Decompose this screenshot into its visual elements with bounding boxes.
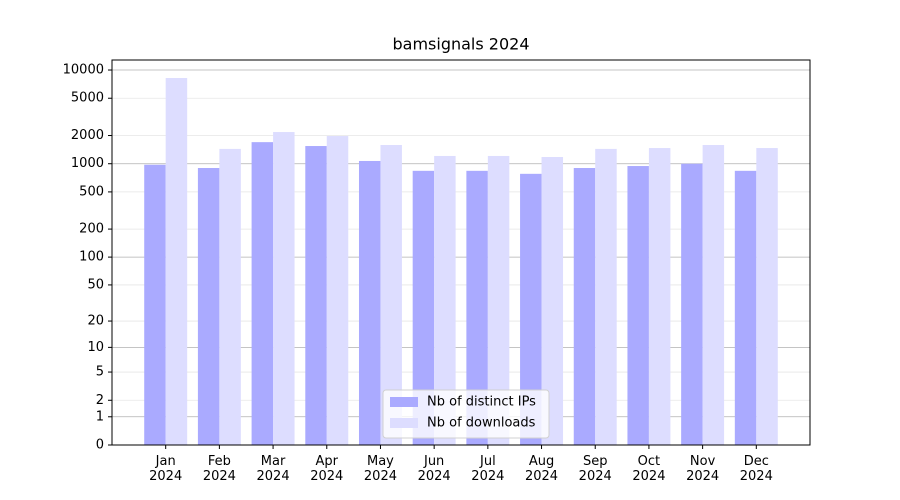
bar [273, 132, 295, 445]
bar [520, 173, 542, 446]
y-tick-label: 10 [87, 340, 104, 355]
y-tick-label: 1000 [71, 156, 104, 171]
y-tick-label: 5 [96, 365, 104, 380]
bar [251, 142, 274, 445]
x-tick-label: Apr 2024 [310, 454, 344, 484]
legend-label: Nb of downloads [427, 416, 536, 431]
bar [627, 166, 649, 445]
bar [412, 170, 435, 445]
bar [756, 148, 778, 445]
x-tick-label: Nov 2024 [686, 454, 720, 484]
y-tick-label: 50 [87, 277, 104, 292]
y-tick-label: 500 [79, 184, 104, 199]
bar [702, 144, 725, 445]
bar [165, 77, 188, 445]
bar [380, 144, 402, 445]
x-tick-label: Jul 2024 [471, 454, 505, 484]
bar [358, 160, 381, 445]
chart-title: bamsignals 2024 [392, 35, 529, 54]
legend-label: Nb of distinct IPs [427, 395, 536, 410]
x-tick-label: Aug 2024 [524, 454, 559, 484]
x-tick-label: Jun 2024 [417, 454, 451, 484]
x-tick-label: Dec 2024 [739, 454, 773, 484]
x-tick-label: Feb 2024 [202, 454, 236, 484]
y-tick-label: 2 [96, 393, 104, 408]
x-tick-label: Mar 2024 [256, 454, 290, 484]
bar [219, 148, 241, 445]
bar [734, 170, 757, 445]
bar [305, 146, 327, 445]
legend-box [382, 389, 550, 439]
y-tick-label: 2000 [71, 128, 104, 143]
bar [326, 136, 349, 445]
y-tick-label: 100 [79, 250, 104, 265]
bar [648, 148, 671, 445]
x-tick-label: Jan 2024 [149, 454, 183, 484]
x-tick-label: Sep 2024 [578, 454, 612, 484]
bar [197, 168, 220, 445]
bar [595, 148, 617, 445]
bar [434, 155, 456, 445]
y-tick-label: 20 [87, 314, 104, 329]
y-tick-label: 0 [96, 438, 104, 453]
legend-swatch [390, 418, 418, 428]
x-tick-label: Oct 2024 [632, 454, 666, 484]
y-tick-label: 200 [79, 222, 104, 237]
axes-frame [111, 59, 811, 446]
x-tick-label: May 2024 [363, 454, 397, 484]
bar [144, 164, 166, 445]
y-tick-label: 1 [96, 409, 104, 424]
bar [466, 170, 488, 445]
y-tick-label: 10000 [63, 63, 104, 78]
bar [573, 168, 596, 445]
y-tick-label: 5000 [71, 91, 104, 106]
legend-swatch [390, 397, 418, 407]
bar [487, 155, 510, 445]
bar [681, 163, 703, 446]
bar [541, 156, 564, 445]
